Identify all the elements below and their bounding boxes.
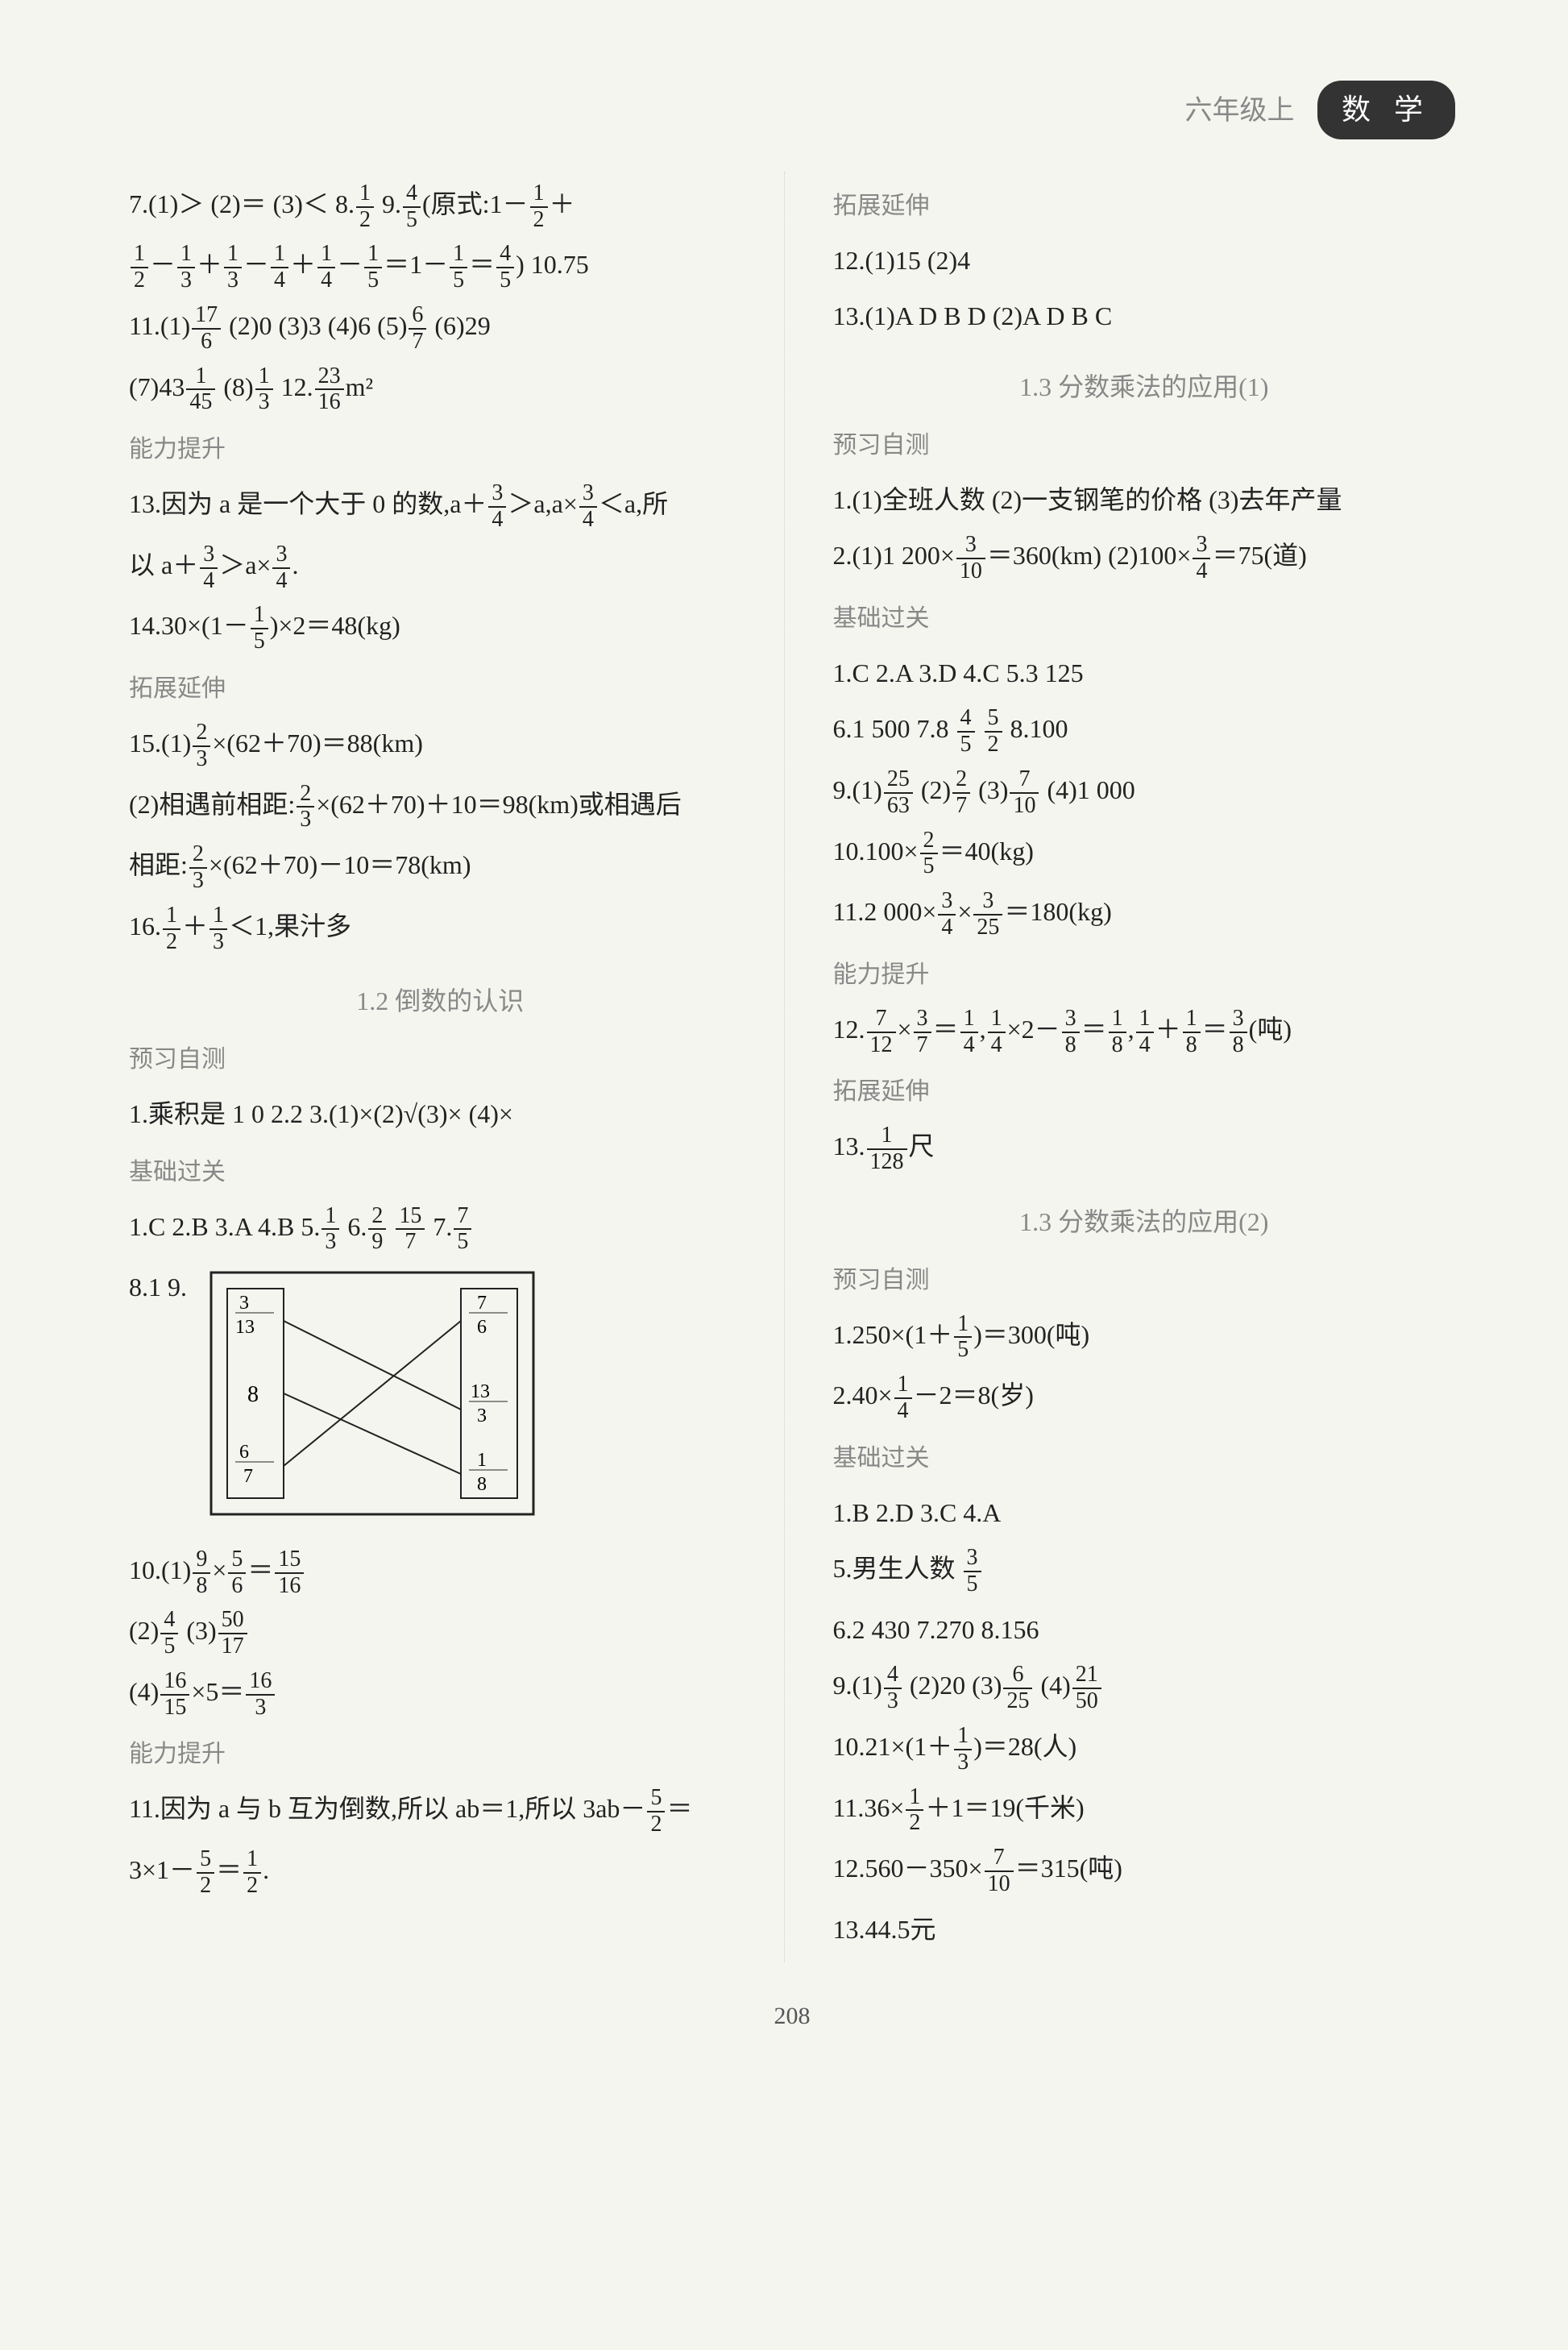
svg-text:1: 1 — [477, 1450, 487, 1471]
answer-line: 1.C 2.A 3.D 4.C 5.3 125 — [833, 650, 1456, 697]
answer-line: 7.(1)＞ (2)＝ (3)＜ 8.12 9.45(原式:1－12＋ — [129, 181, 752, 233]
answer-line: 9.(1)43 (2)20 (3)625 (4)2150 — [833, 1663, 1456, 1714]
answer-line: (4)1615×5＝163 — [129, 1669, 752, 1721]
svg-text:8: 8 — [477, 1474, 487, 1495]
answer-line: 12.560－350×710＝315(吨) — [833, 1846, 1456, 1897]
svg-text:13: 13 — [471, 1381, 490, 1402]
answer-line: 12－13＋13－14＋14－15＝1－15＝45) 10.75 — [129, 242, 752, 293]
answer-line: 11.因为 a 与 b 互为倒数,所以 ab＝1,所以 3ab－52＝ — [129, 1786, 752, 1837]
svg-text:3: 3 — [477, 1405, 487, 1426]
svg-text:13: 13 — [235, 1317, 255, 1338]
section-title: 1.3 分数乘法的应用(2) — [833, 1199, 1456, 1246]
section-title: 1.3 分数乘法的应用(1) — [833, 364, 1456, 411]
section-label: 拓展延伸 — [129, 667, 752, 711]
section-title: 1.2 倒数的认识 — [129, 978, 752, 1025]
matching-diagram: 3 13 8 6 7 7 6 13 3 1 8 — [203, 1264, 541, 1538]
answer-line: 2.40×14－2＝8(岁) — [833, 1372, 1456, 1424]
answer-line: 1.乘积是 1 0 2.2 3.(1)×(2)√(3)× (4)× — [129, 1091, 752, 1138]
svg-text:6: 6 — [477, 1317, 487, 1338]
content-columns: 7.(1)＞ (2)＝ (3)＜ 8.12 9.45(原式:1－12＋ 12－1… — [129, 172, 1455, 1963]
section-label: 能力提升 — [129, 428, 752, 471]
section-label: 基础过关 — [833, 597, 1456, 641]
section-label: 拓展延伸 — [833, 1070, 1456, 1114]
section-label: 拓展延伸 — [833, 185, 1456, 228]
answer-line: 6.1 500 7.8 45 52 8.100 — [833, 706, 1456, 758]
answer-line: 相距:23×(62＋70)－10＝78(km) — [129, 842, 752, 894]
answer-line: 1.250×(1＋15)＝300(吨) — [833, 1312, 1456, 1364]
answer-line: 1.(1)全班人数 (2)一支钢笔的价格 (3)去年产量 — [833, 477, 1456, 524]
subject-badge: 数 学 — [1317, 81, 1455, 139]
svg-text:7: 7 — [243, 1466, 253, 1487]
svg-text:3: 3 — [239, 1293, 249, 1314]
answer-line: (2)相遇前相距:23×(62＋70)＋10＝98(km)或相遇后 — [129, 782, 752, 833]
page-number: 208 — [129, 1995, 1455, 2038]
answer-line: (7)43145 (8)13 12.2316m² — [129, 364, 752, 416]
answer-line: 16.12＋13＜1,果汁多 — [129, 903, 752, 955]
answer-line: 5.男生人数 35 — [833, 1546, 1456, 1597]
answer-line: 2.(1)1 200×310＝360(km) (2)100×34＝75(道) — [833, 533, 1456, 584]
page-header: 六年级上 数 学 — [129, 81, 1455, 139]
answer-line: 14.30×(1－15)×2＝48(kg) — [129, 603, 752, 654]
section-label: 预习自测 — [833, 1259, 1456, 1302]
section-label: 预习自测 — [833, 424, 1456, 467]
answer-line: 1.B 2.D 3.C 4.A — [833, 1490, 1456, 1537]
section-label: 预习自测 — [129, 1038, 752, 1082]
answer-line: 9.(1)2563 (2)27 (3)710 (4)1 000 — [833, 767, 1456, 819]
answer-line: 13.44.5元 — [833, 1907, 1456, 1953]
svg-text:7: 7 — [477, 1293, 487, 1314]
grade-label: 六年级上 — [1184, 96, 1294, 126]
answer-line: 10.100×25＝40(kg) — [833, 828, 1456, 880]
answer-line: 10.21×(1＋13)＝28(人) — [833, 1724, 1456, 1775]
right-column: 拓展延伸 12.(1)15 (2)4 13.(1)A D B D (2)A D … — [833, 172, 1456, 1963]
section-label: 基础过关 — [129, 1151, 752, 1194]
answer-line: 10.(1)98×56＝1516 — [129, 1547, 752, 1599]
answer-line: 3×1－52＝12. — [129, 1847, 752, 1899]
svg-text:8: 8 — [247, 1382, 259, 1407]
answer-line: 13.1128尺 — [833, 1123, 1456, 1175]
answer-line: 1.C 2.B 3.A 4.B 5.13 6.29 157 7.75 — [129, 1204, 752, 1256]
section-label: 基础过关 — [833, 1437, 1456, 1480]
answer-line: 11.2 000×34×325＝180(kg) — [833, 889, 1456, 940]
answer-line: 15.(1)23×(62＋70)＝88(km) — [129, 720, 752, 772]
section-label: 能力提升 — [129, 1733, 752, 1776]
matching-svg: 3 13 8 6 7 7 6 13 3 1 8 — [203, 1264, 541, 1522]
answer-line: 以 a＋34＞a×34. — [129, 542, 752, 594]
answer-line: 12.712×37＝14,14×2－38＝18,14＋18＝38(吨) — [833, 1007, 1456, 1058]
svg-text:6: 6 — [239, 1442, 249, 1463]
answer-line: 6.2 430 7.270 8.156 — [833, 1607, 1456, 1654]
answer-line: 11.36×12＋1＝19(千米) — [833, 1785, 1456, 1837]
answer-line: 11.(1)176 (2)0 (3)3 (4)6 (5)67 (6)29 — [129, 303, 752, 355]
answer-line: 13.(1)A D B D (2)A D B C — [833, 293, 1456, 340]
left-column: 7.(1)＞ (2)＝ (3)＜ 8.12 9.45(原式:1－12＋ 12－1… — [129, 172, 785, 1963]
answer-line: 12.(1)15 (2)4 — [833, 238, 1456, 284]
answer-line: (2)45 (3)5017 — [129, 1608, 752, 1659]
answer-line: 8.1 9. 313 8 67 76 133 18 — [129, 1264, 752, 1538]
answer-line: 13.因为 a 是一个大于 0 的数,a＋34＞a,a×34＜a,所 — [129, 481, 752, 533]
section-label: 能力提升 — [833, 953, 1456, 997]
